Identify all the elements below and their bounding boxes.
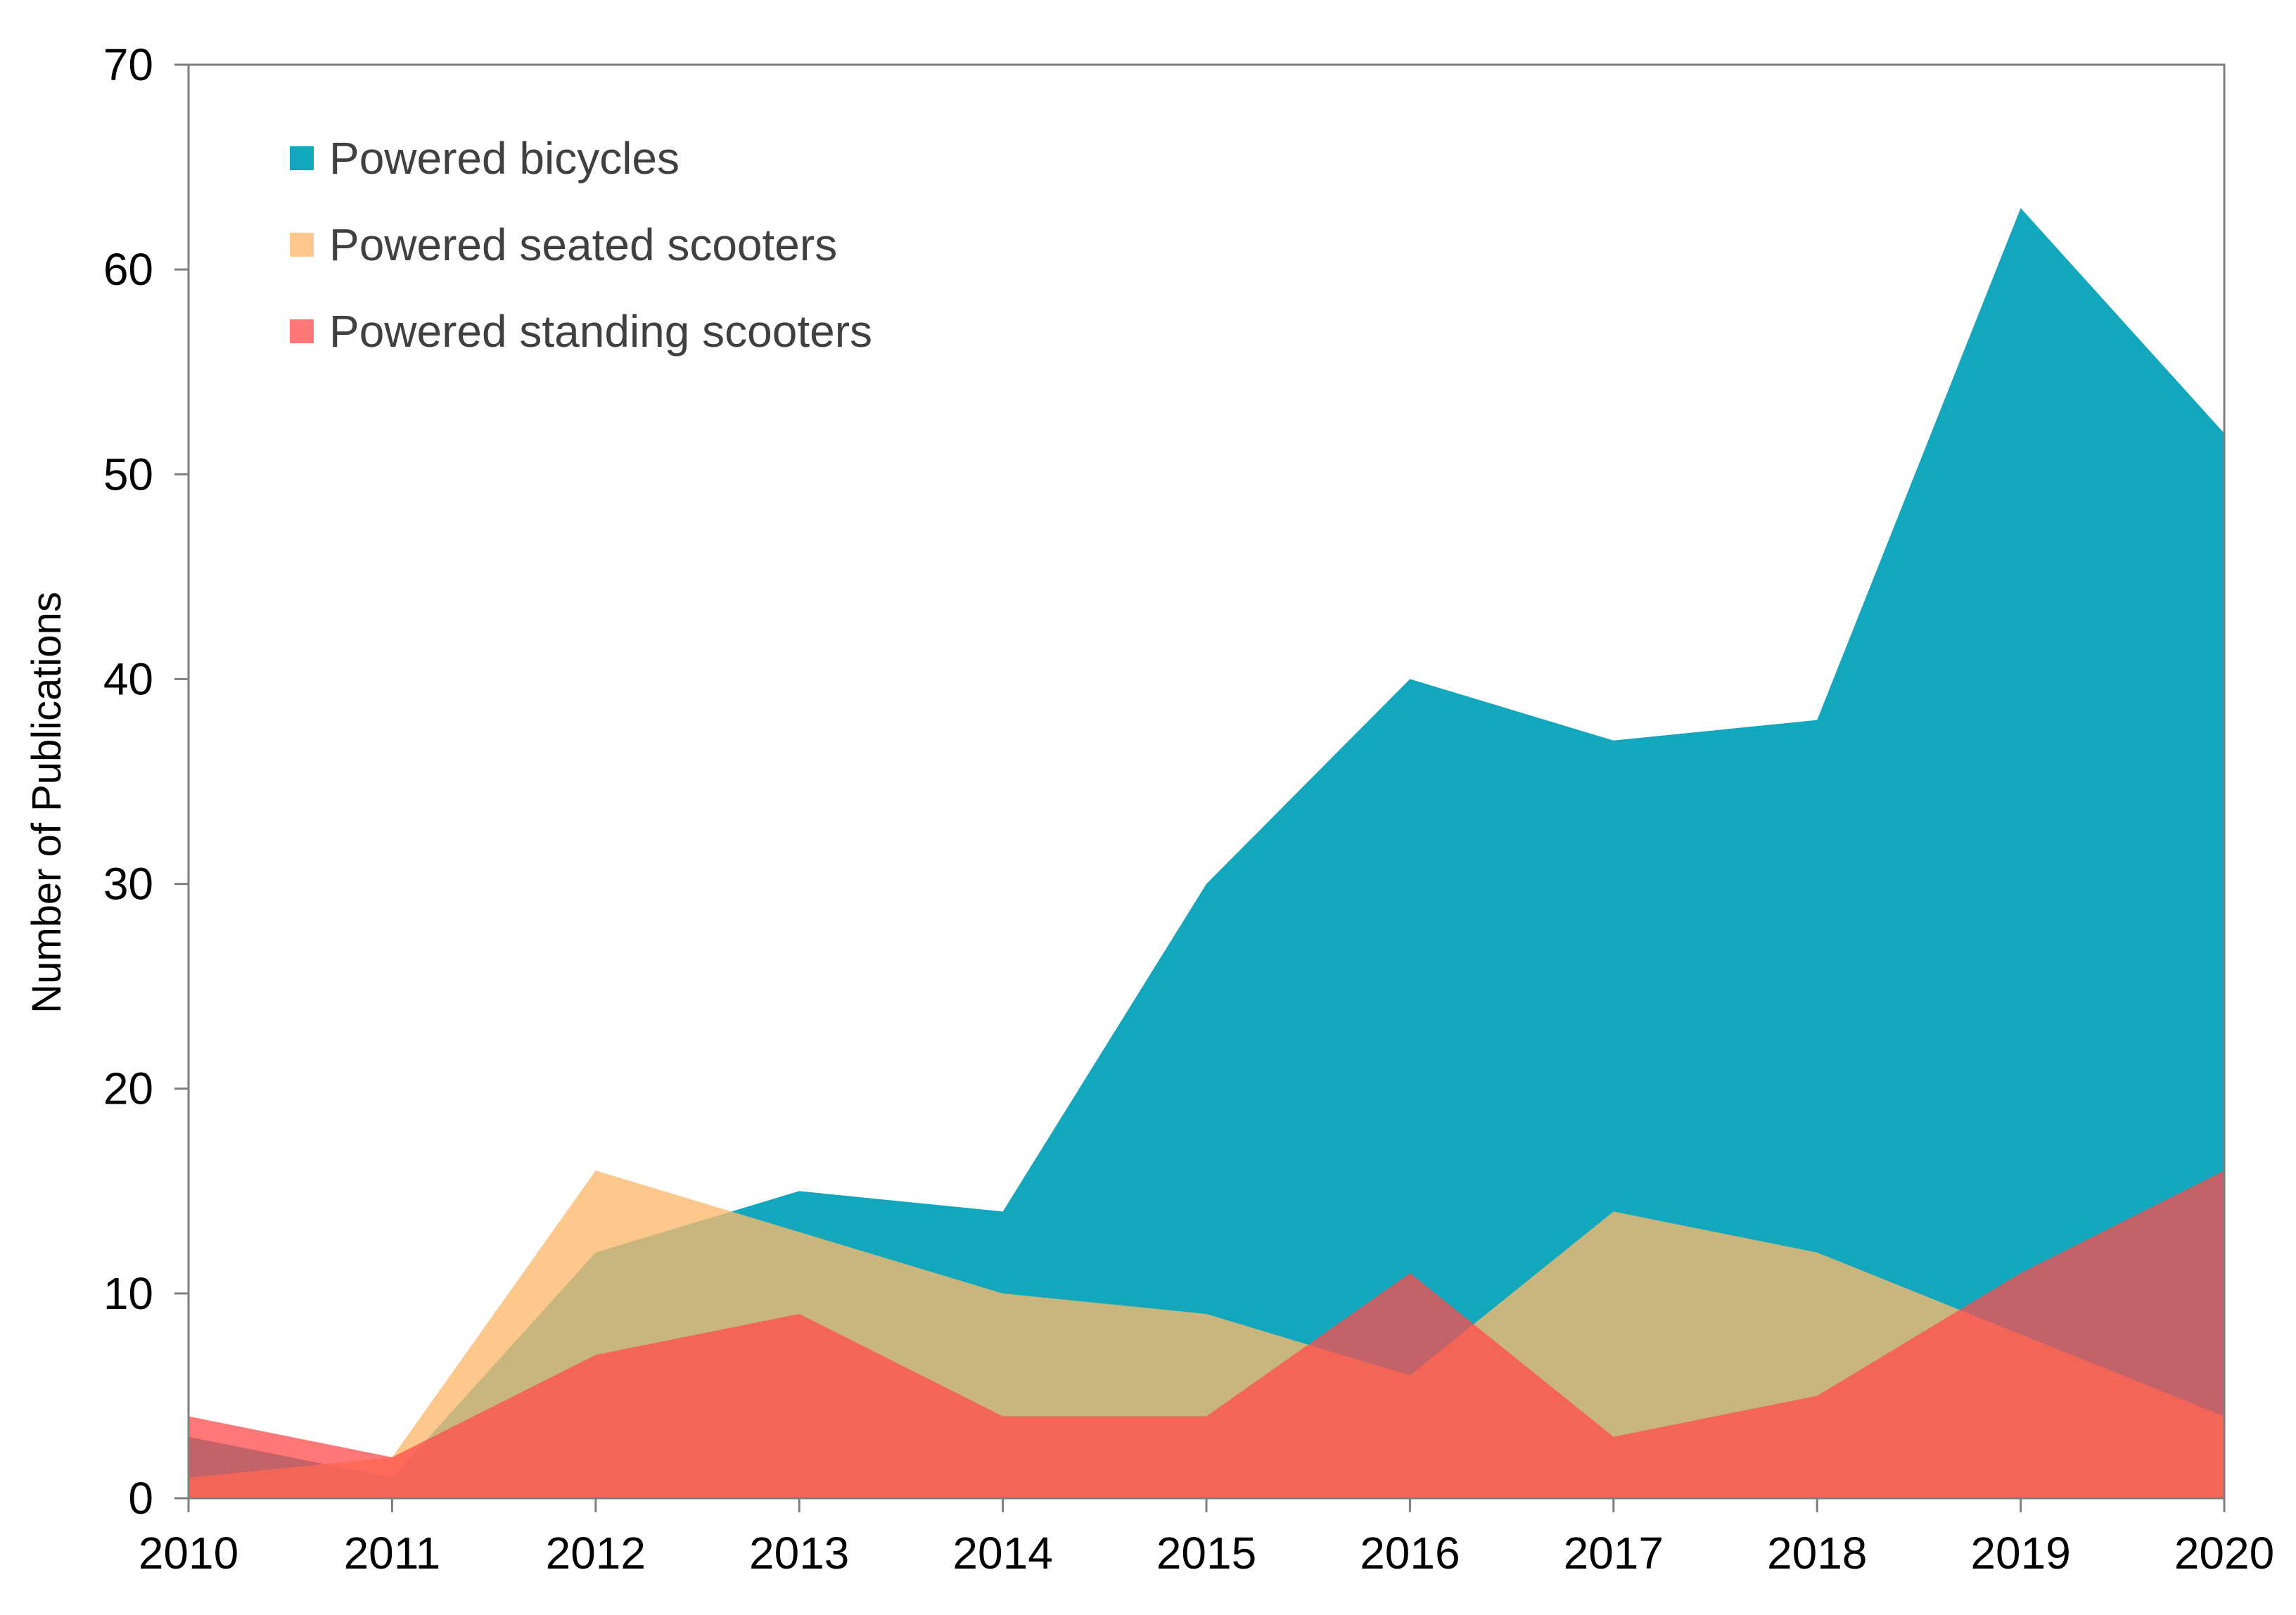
- y-tick-label: 60: [103, 244, 153, 295]
- y-tick-label: 30: [103, 859, 153, 909]
- area-powered-bicycles: [189, 208, 2224, 1498]
- series-areas: [189, 208, 2224, 1498]
- y-tick-label: 50: [103, 449, 153, 499]
- y-tick-label: 0: [128, 1473, 153, 1524]
- legend: Powered bicycles Powered seated scooters P…: [290, 133, 872, 357]
- x-tick-label: 2013: [749, 1528, 849, 1578]
- y-axis: 0 10 20 30 40 50 60 70: [103, 39, 189, 1524]
- x-tick-label: 2010: [139, 1528, 238, 1578]
- x-tick-label: 2020: [2174, 1528, 2274, 1578]
- legend-swatch-powered-bicycles: [290, 146, 314, 170]
- y-tick-label: 70: [103, 39, 153, 90]
- x-axis: 2010 2011 2012 2013 2014 2015 2016 2017 2018 2019…: [139, 1498, 2274, 1578]
- x-tick-label: 2015: [1156, 1528, 1256, 1578]
- x-tick-label: 2016: [1360, 1528, 1460, 1578]
- x-tick-label: 2019: [1970, 1528, 2070, 1578]
- y-tick-label: 20: [103, 1064, 153, 1114]
- legend-swatch-powered-standing-scooters: [290, 319, 314, 343]
- x-tick-label: 2018: [1767, 1528, 1867, 1578]
- y-axis-title: Number of Publications: [24, 592, 70, 1014]
- x-tick-label: 2011: [344, 1528, 441, 1578]
- y-tick-label: 40: [103, 653, 153, 704]
- area-powered-standing-scooters: [189, 1170, 2224, 1498]
- x-tick-label: 2014: [952, 1528, 1052, 1578]
- legend-label-powered-seated-scooters: Powered seated scooters: [329, 219, 837, 270]
- y-tick-label: 10: [103, 1268, 153, 1319]
- legend-label-powered-standing-scooters: Powered standing scooters: [329, 306, 872, 357]
- legend-label-powered-bicycles: Powered bicycles: [329, 133, 680, 184]
- x-tick-label: 2012: [546, 1528, 646, 1578]
- legend-swatch-powered-seated-scooters: [290, 233, 314, 257]
- x-tick-label: 2017: [1564, 1528, 1664, 1578]
